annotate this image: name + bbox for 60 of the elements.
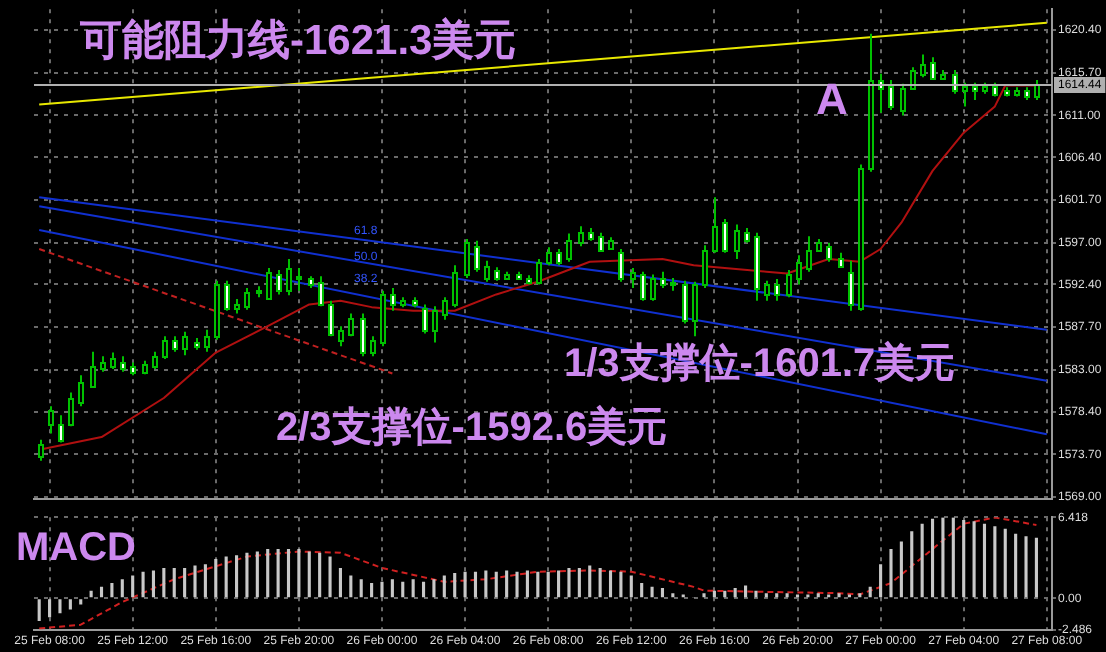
annotation: A — [816, 74, 848, 124]
candlestick — [276, 268, 282, 296]
candlestick — [786, 268, 792, 299]
candlestick — [58, 414, 64, 444]
candlestick — [266, 267, 272, 300]
candlestick — [318, 275, 324, 308]
candlestick — [900, 82, 906, 117]
candlestick — [764, 279, 770, 302]
candlestick — [702, 244, 708, 290]
candlestick — [888, 79, 894, 112]
candlestick — [536, 258, 542, 286]
candlestick — [296, 267, 302, 292]
annotation: 2/3支撑位-1592.6美元 — [276, 404, 668, 450]
candlestick — [338, 325, 344, 348]
candlestick — [848, 259, 854, 312]
candlestick — [962, 81, 968, 108]
candlestick — [360, 312, 366, 358]
candlestick — [826, 241, 832, 263]
candlestick — [774, 277, 780, 302]
candlestick — [682, 279, 688, 325]
candlestick — [618, 248, 624, 283]
candlestick — [48, 405, 54, 435]
candlestick — [380, 289, 386, 348]
candlestick — [546, 246, 552, 267]
candlestick — [182, 330, 188, 357]
candlestick — [422, 303, 428, 335]
candlestick — [78, 374, 84, 408]
candlestick — [474, 239, 480, 273]
candlestick — [806, 235, 812, 273]
candlestick — [650, 273, 656, 302]
candlestick — [1034, 79, 1040, 102]
candlestick — [692, 280, 698, 338]
candlestick — [432, 305, 438, 344]
candlestick — [566, 232, 572, 263]
candlestick — [640, 270, 646, 302]
candlestick — [244, 287, 250, 311]
candlestick — [68, 391, 74, 428]
candlestick — [286, 258, 292, 297]
candlestick — [722, 218, 728, 254]
candlestick — [712, 196, 718, 254]
candlestick — [578, 225, 584, 248]
candlestick — [224, 279, 230, 312]
candlestick — [734, 223, 740, 260]
candlestick — [630, 267, 636, 290]
candlestick — [390, 287, 396, 312]
candlestick — [90, 350, 96, 389]
candlestick — [38, 438, 44, 462]
candlestick — [920, 53, 926, 79]
candlestick — [464, 238, 470, 280]
candlestick — [484, 259, 490, 283]
candlestick — [598, 231, 604, 253]
candlestick — [162, 335, 168, 360]
chart-title: MACD — [16, 526, 136, 570]
candlestick — [370, 335, 376, 358]
candlestick — [204, 328, 210, 353]
candlestick — [796, 254, 802, 286]
candlestick — [452, 264, 458, 309]
annotation: 可能阻力线-1621.3美元 — [78, 16, 517, 64]
candlestick — [328, 299, 334, 338]
candlestick — [442, 296, 448, 321]
